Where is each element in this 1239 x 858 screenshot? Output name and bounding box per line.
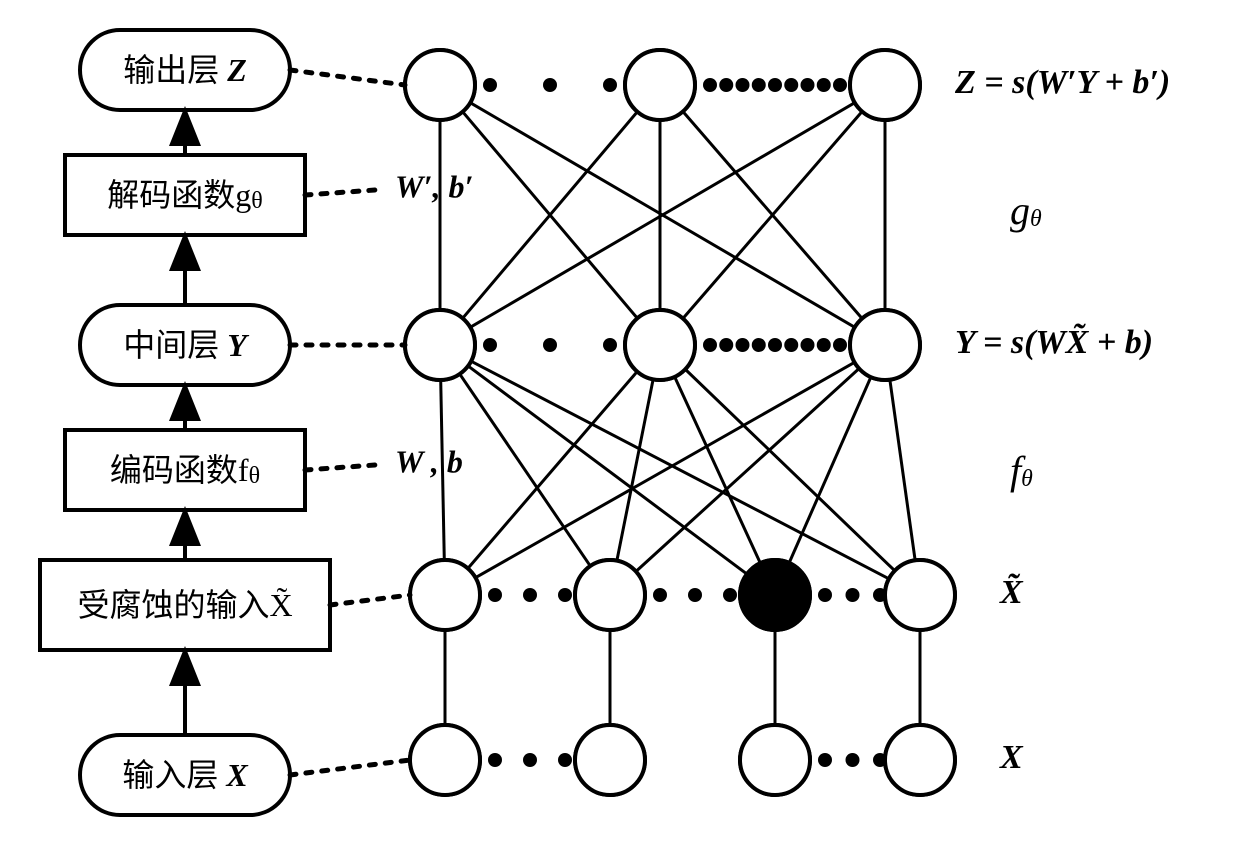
box-middle-y-label: 中间层 Y — [123, 327, 249, 363]
node-X-1-top — [575, 725, 645, 795]
dash-box-output-z-to-Z — [290, 70, 405, 85]
equation-X: X — [999, 739, 1024, 776]
ellipsis-dot-Y-1-5 — [784, 338, 798, 352]
dash-box-decode-to-weights-0 — [305, 190, 375, 195]
equation-Y: Y = s(WX̃ + b) — [955, 324, 1153, 361]
ellipsis-dot-Z-0-1 — [543, 78, 557, 92]
node-Xt-0-top — [410, 560, 480, 630]
ellipsis-dot-Z-1-8 — [833, 78, 847, 92]
ellipsis-dot-Y-0-1 — [543, 338, 557, 352]
node-Z-1-top — [625, 50, 695, 120]
ellipsis-dot-Xt-1-1 — [688, 588, 702, 602]
box-corrupt-x-label: 受腐蚀的输入X̃ — [77, 587, 292, 623]
conn-Xt1-Y2 — [636, 369, 859, 572]
ellipsis-dot-Z-1-2 — [736, 78, 750, 92]
ellipsis-dot-X-0-0 — [488, 753, 502, 767]
node-Xt-1-top — [575, 560, 645, 630]
ellipsis-dot-Xt-0-2 — [558, 588, 572, 602]
conn-Xt3-Y2 — [890, 380, 915, 561]
ellipsis-dot-Y-0-2 — [603, 338, 617, 352]
ellipsis-dot-Y-1-0 — [703, 338, 717, 352]
node-X-3-top — [885, 725, 955, 795]
box-decode-label: 解码函数gθ — [107, 177, 263, 214]
ellipsis-dot-Z-1-7 — [817, 78, 831, 92]
dash-box-corrupt-x-to-Xt — [330, 595, 410, 605]
conn-Xt2-Y0 — [468, 366, 747, 574]
node-Xt-3-top — [885, 560, 955, 630]
ellipsis-dot-X-1-1 — [846, 753, 860, 767]
ellipsis-dot-Xt-0-1 — [523, 588, 537, 602]
node-Y-0-top — [405, 310, 475, 380]
node-Z-0-top — [405, 50, 475, 120]
box-input-x-label: 输入层 X — [122, 757, 248, 793]
ellipsis-dot-Xt-1-2 — [723, 588, 737, 602]
ellipsis-dot-Z-1-4 — [768, 78, 782, 92]
ellipsis-dot-X-1-0 — [818, 753, 832, 767]
ellipsis-dot-Z-1-5 — [784, 78, 798, 92]
ellipsis-dot-X-0-1 — [523, 753, 537, 767]
ellipsis-dot-Z-1-0 — [703, 78, 717, 92]
ellipsis-dot-Y-1-6 — [801, 338, 815, 352]
box-encode-label: 编码函数fθ — [110, 452, 260, 489]
weight-label-0: W′, b′ — [395, 168, 473, 204]
ellipsis-dot-Y-1-2 — [736, 338, 750, 352]
conn-Xt1-Y0 — [460, 374, 591, 566]
conn-Xt0-Y1 — [468, 372, 637, 569]
ellipsis-dot-Z-0-2 — [603, 78, 617, 92]
ellipsis-dot-Y-0-0 — [483, 338, 497, 352]
mid-label-0: gθ — [1010, 188, 1042, 233]
mid-label-1: fθ — [1010, 448, 1033, 493]
node-Y-1-top — [625, 310, 695, 380]
dash-box-input-x-to-X — [290, 760, 410, 775]
ellipsis-dot-Y-1-4 — [768, 338, 782, 352]
node-Xt-2-top — [740, 560, 810, 630]
node-X-2-top — [740, 725, 810, 795]
equation-Xt: X̃ — [999, 574, 1024, 611]
equation-Z: Z = s(W′Y + b′) — [954, 64, 1170, 101]
ellipsis-dot-X-0-2 — [558, 753, 572, 767]
ellipsis-dot-Xt-0-0 — [488, 588, 502, 602]
node-X-0-top — [410, 725, 480, 795]
ellipsis-dot-Z-1-3 — [752, 78, 766, 92]
weight-label-1: W , b — [395, 443, 463, 479]
ellipsis-dot-Y-1-3 — [752, 338, 766, 352]
ellipsis-dot-Z-1-6 — [801, 78, 815, 92]
conn-Xt1-Y1 — [617, 379, 653, 560]
node-Z-2-top — [850, 50, 920, 120]
ellipsis-dot-Y-1-1 — [719, 338, 733, 352]
box-output-z-label: 输出层 Z — [123, 52, 247, 88]
dash-box-encode-to-weights-1 — [305, 465, 375, 470]
node-Y-2-top — [850, 310, 920, 380]
ellipsis-dot-Xt-2-1 — [846, 588, 860, 602]
ellipsis-dot-Xt-1-0 — [653, 588, 667, 602]
ellipsis-dot-Y-1-8 — [833, 338, 847, 352]
ellipsis-dot-Z-1-1 — [719, 78, 733, 92]
ellipsis-dot-Xt-2-0 — [818, 588, 832, 602]
ellipsis-dot-Y-1-7 — [817, 338, 831, 352]
ellipsis-dot-Z-0-0 — [483, 78, 497, 92]
